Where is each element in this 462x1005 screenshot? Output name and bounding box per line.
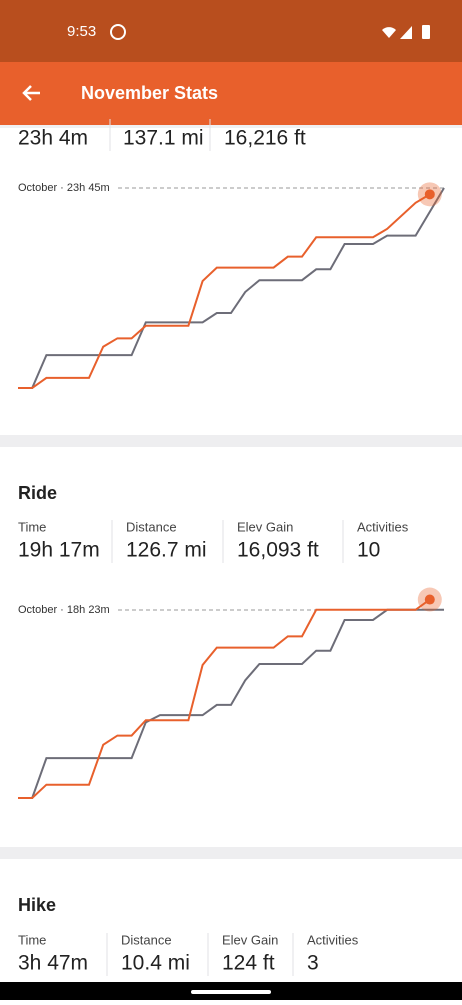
- battery-icon: [422, 25, 430, 39]
- section-title: Ride: [18, 483, 57, 503]
- stat-value: 23h 4m: [18, 127, 88, 150]
- stat-label: Elev Gain: [237, 519, 293, 534]
- reference-label: October · 18h 23m: [18, 604, 110, 616]
- reference-label: October · 23h 45m: [18, 182, 110, 194]
- stat-value: 126.7 mi: [126, 539, 207, 562]
- stat-value: 10: [357, 539, 380, 562]
- section-divider: [0, 847, 462, 859]
- stat-value: 3h 47m: [18, 952, 88, 975]
- stat-label: Elev Gain: [222, 932, 278, 947]
- line: [18, 608, 444, 799]
- stat-label: Distance: [126, 519, 177, 534]
- section-title: Hike: [18, 895, 56, 915]
- stat-value: 10.4 mi: [121, 952, 190, 975]
- stat-value: 16,093 ft: [237, 539, 319, 562]
- stat-value: 124 ft: [222, 952, 275, 975]
- stat-label: Time: [18, 519, 46, 534]
- app-title: November Stats: [81, 83, 218, 103]
- notification-icon: [110, 24, 126, 40]
- back-button[interactable]: [22, 85, 40, 101]
- stat-value: 16,216 ft: [224, 127, 306, 150]
- stat-label: Activities: [357, 519, 409, 534]
- stat-value: 137.1 mi: [123, 127, 204, 150]
- current-point: [424, 189, 435, 200]
- stat-value: 19h 17m: [18, 539, 100, 562]
- line: [18, 598, 431, 799]
- signal-icon: [400, 26, 412, 39]
- status-time: 9:53: [67, 23, 96, 40]
- line: [18, 187, 445, 389]
- stat-label: Distance: [121, 932, 172, 947]
- stat-label: Activities: [307, 932, 359, 947]
- app-bar: [0, 62, 462, 125]
- section-divider: [0, 435, 462, 447]
- line: [18, 193, 431, 389]
- home-indicator[interactable]: [191, 990, 271, 994]
- app-bar-shadow: [0, 125, 462, 128]
- stat-label: Time: [18, 932, 46, 947]
- current-point: [424, 594, 435, 605]
- stat-value: 3: [307, 952, 319, 975]
- wifi-icon: [382, 27, 396, 38]
